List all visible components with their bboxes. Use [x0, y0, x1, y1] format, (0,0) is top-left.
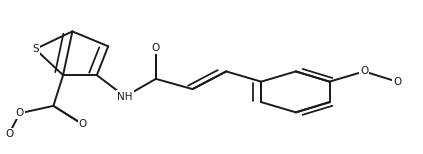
Text: S: S	[32, 44, 38, 54]
Text: NH: NH	[117, 91, 133, 101]
Text: O: O	[16, 108, 24, 118]
Text: O: O	[152, 43, 160, 53]
Text: O: O	[393, 77, 401, 87]
Text: O: O	[360, 66, 368, 76]
Text: O: O	[5, 129, 13, 139]
Text: NH: NH	[117, 91, 133, 101]
Text: O: O	[79, 120, 87, 130]
